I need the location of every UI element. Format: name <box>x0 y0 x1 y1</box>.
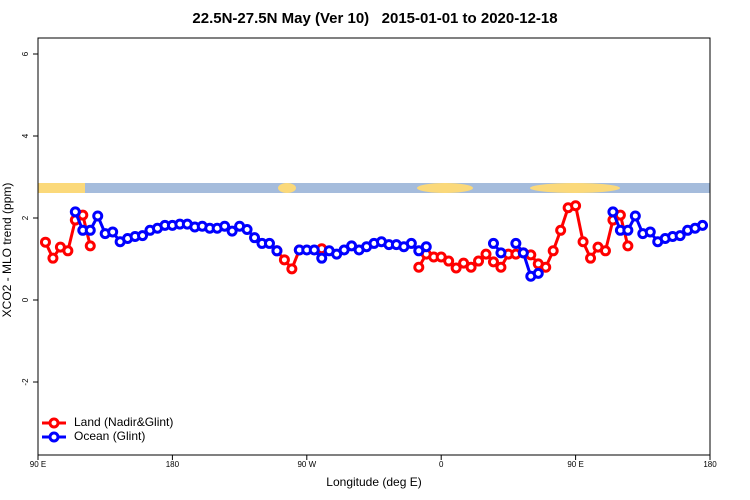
data-point <box>286 263 298 275</box>
data-point <box>249 232 261 244</box>
data-point <box>226 225 238 237</box>
data-point <box>308 244 320 256</box>
data-point <box>532 267 544 279</box>
legend-marker <box>48 431 60 443</box>
land-mask-strip <box>38 183 710 193</box>
data-point <box>271 245 283 257</box>
x-tick-label: 90 E <box>30 460 46 469</box>
x-tick-label: 180 <box>703 460 717 469</box>
data-point <box>263 237 275 249</box>
y-axis-label: XCO2 - MLO trend (ppm) <box>0 183 14 318</box>
data-point <box>510 237 522 249</box>
data-point <box>487 237 499 249</box>
x-tick-label: 90 W <box>297 460 316 469</box>
data-point <box>697 219 709 231</box>
y-tick-label: 6 <box>21 51 30 56</box>
legend-label: Land (Nadir&Glint) <box>74 415 173 429</box>
data-point <box>107 226 119 238</box>
y-tick-label: 0 <box>21 297 30 302</box>
data-point <box>219 220 231 232</box>
data-point <box>92 210 104 222</box>
y-tick-label: -2 <box>21 378 30 386</box>
data-point <box>487 256 499 268</box>
x-axis-label: Longitude (deg E) <box>326 475 421 489</box>
data-point <box>555 224 567 236</box>
plot-frame <box>37 37 711 456</box>
data-point <box>547 245 559 257</box>
data-point <box>465 261 477 273</box>
data-point <box>585 252 597 264</box>
chart-title: 22.5N-27.5N May (Ver 10) 2015-01-01 to 2… <box>192 10 557 27</box>
data-point <box>570 200 582 212</box>
data-point <box>644 226 656 238</box>
data-point <box>413 261 425 273</box>
x-tick-label: 180 <box>166 460 180 469</box>
data-point <box>495 247 507 259</box>
data-point <box>47 252 59 264</box>
data-point <box>674 230 686 242</box>
data-point <box>443 255 455 267</box>
data-point <box>84 224 96 236</box>
data-point <box>137 230 149 242</box>
data-point <box>420 241 432 253</box>
data-point <box>607 206 619 218</box>
x-tick-label: 0 <box>439 460 444 469</box>
x-tick-label: 90 E <box>567 460 583 469</box>
data-point <box>495 261 507 273</box>
data-point <box>599 245 611 257</box>
data-point <box>480 248 492 260</box>
data-point <box>405 237 417 249</box>
data-point <box>622 224 634 236</box>
legend-label: Ocean (Glint) <box>74 429 145 443</box>
data-point <box>450 262 462 274</box>
data-point <box>577 236 589 248</box>
data-point <box>629 210 641 222</box>
data-point <box>622 240 634 252</box>
data-point <box>517 247 529 259</box>
y-tick-label: 4 <box>21 133 30 138</box>
data-point <box>84 240 96 252</box>
legend: Land (Nadir&Glint)Ocean (Glint) <box>42 415 173 443</box>
data-point <box>39 236 51 248</box>
data-point <box>241 223 253 235</box>
data-point <box>69 206 81 218</box>
data-point <box>62 245 74 257</box>
data-point <box>540 261 552 273</box>
legend-marker <box>48 417 60 429</box>
data-point <box>316 252 328 264</box>
data-point <box>473 255 485 267</box>
data-point <box>278 254 290 266</box>
y-tick-label: 2 <box>21 215 30 220</box>
